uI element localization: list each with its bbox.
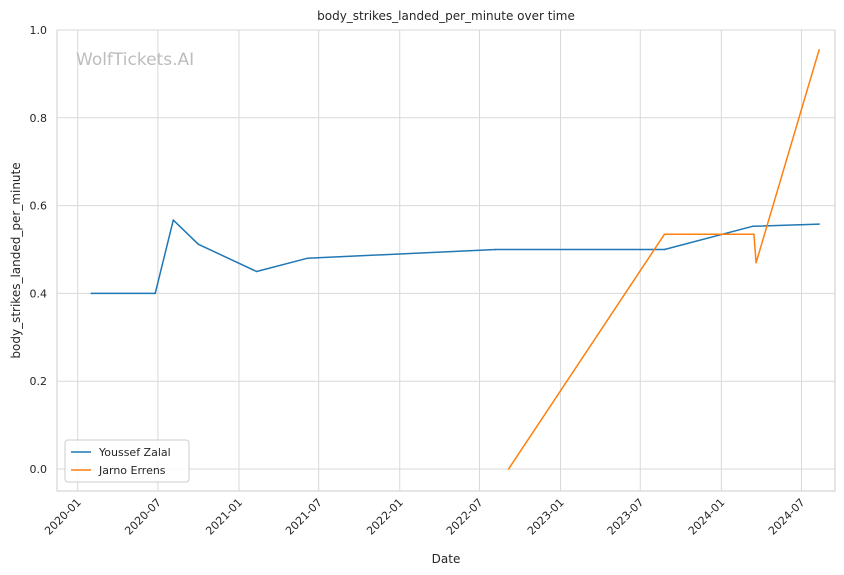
data-point-jarno-errens	[755, 261, 757, 264]
data-point-youssef-zalal	[154, 292, 157, 295]
y-tick-label: 0.6	[30, 200, 48, 213]
data-point-youssef-zalal	[751, 225, 754, 228]
data-point-youssef-zalal	[172, 219, 175, 221]
data-point-youssef-zalal	[494, 248, 497, 251]
data-point-youssef-zalal	[306, 257, 309, 260]
x-axis-label: Date	[432, 552, 461, 566]
x-tick-label: 2020-01	[42, 496, 84, 538]
grid-layer	[57, 29, 835, 491]
y-tick-label: 0.0	[30, 463, 48, 476]
watermark: WolfTickets.AI	[76, 50, 194, 70]
x-tick-label: 2023-01	[525, 496, 567, 538]
legend-label: Youssef Zalal	[98, 446, 171, 459]
data-point-youssef-zalal	[663, 248, 666, 251]
plot-area	[56, 29, 836, 492]
x-tick-label: 2021-07	[283, 496, 325, 538]
x-tick-label: 2022-07	[444, 496, 486, 538]
data-point-jarno-errens	[753, 233, 755, 235]
data-point-jarno-errens	[507, 468, 510, 470]
series-layer	[90, 48, 820, 470]
y-tick-label: 0.8	[30, 112, 48, 125]
data-point-jarno-errens	[663, 233, 666, 235]
y-tick-label: 0.4	[30, 287, 48, 300]
y-axis-label: body_strikes_landed_per_minute	[9, 162, 23, 358]
legend-label: Jarno Errens	[98, 464, 166, 477]
x-tick-label: 2020-07	[122, 496, 164, 538]
data-point-youssef-zalal	[818, 223, 820, 225]
x-tick-label: 2024-01	[686, 496, 728, 538]
chart-title: body_strikes_landed_per_minute over time	[317, 9, 575, 23]
x-tick-label: 2024-07	[766, 496, 808, 538]
y-tick-label: 0.2	[30, 375, 48, 388]
series-line-youssef-zalal	[91, 219, 820, 295]
data-point-jarno-errens	[818, 48, 820, 51]
data-point-youssef-zalal	[197, 243, 200, 246]
legend-box	[64, 439, 190, 483]
data-point-youssef-zalal	[255, 270, 258, 273]
legend: Youssef Zalal Jarno Errens	[64, 439, 190, 483]
data-point-youssef-zalal	[90, 292, 93, 295]
x-tick-label: 2022-01	[364, 496, 406, 538]
y-tick-label: 1.0	[30, 24, 48, 37]
x-tick-label: 2021-01	[203, 496, 245, 538]
x-tick-label: 2023-07	[605, 496, 647, 538]
